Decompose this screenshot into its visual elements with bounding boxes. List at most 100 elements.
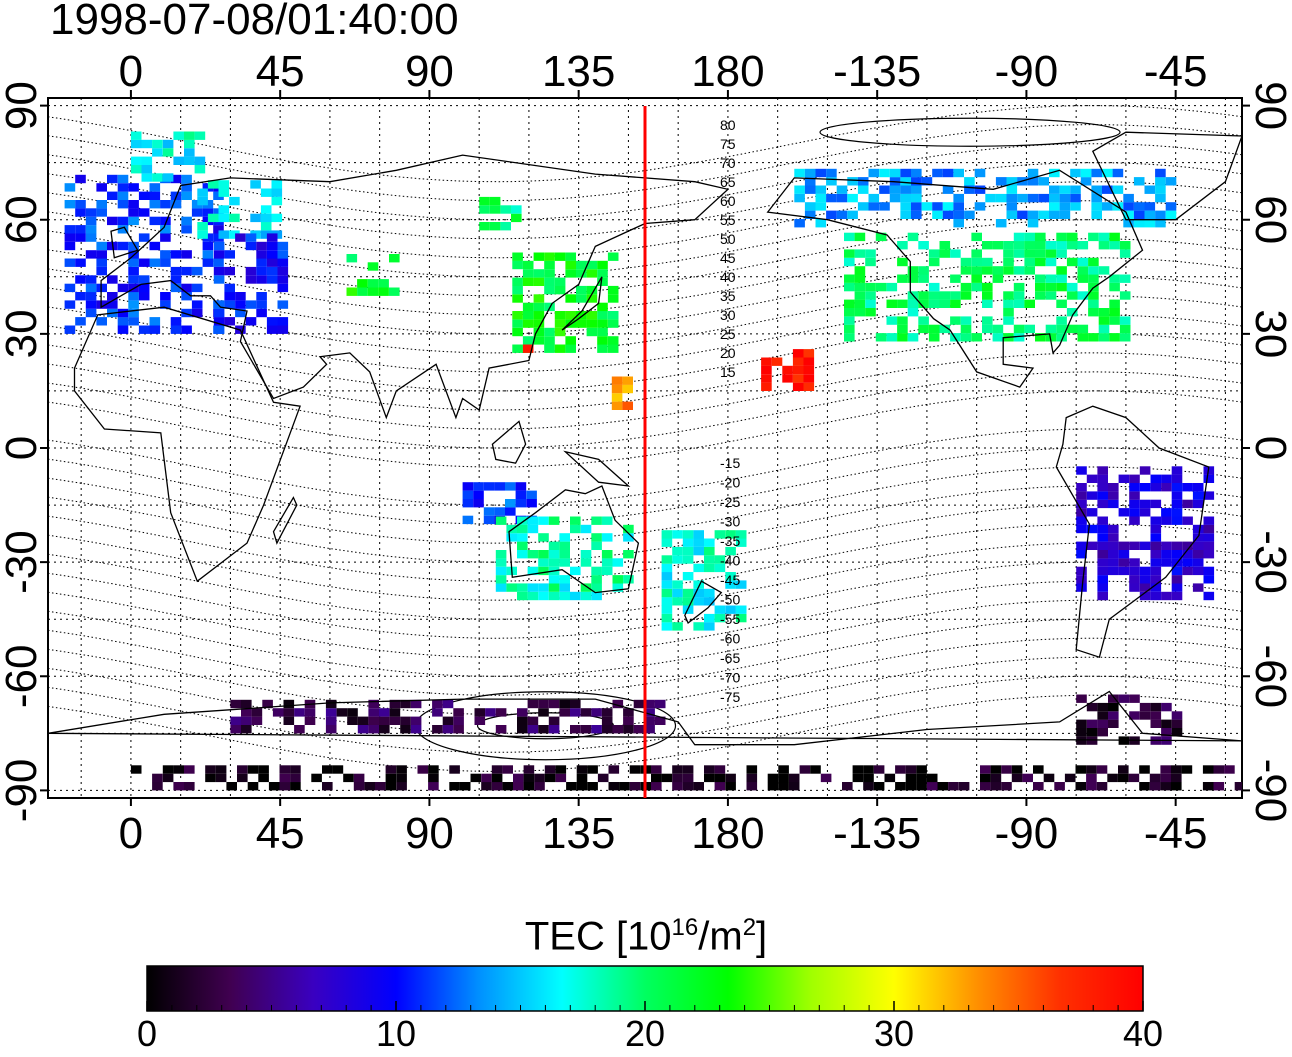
- tec-cell: [591, 591, 602, 601]
- tec-cell: [844, 333, 855, 342]
- tec-cell: [607, 336, 619, 345]
- tec-cell: [794, 193, 805, 203]
- tec-cell: [107, 292, 118, 301]
- tec-cell: [170, 266, 182, 276]
- tec-cell: [591, 708, 602, 717]
- tec-cell: [64, 258, 76, 267]
- tec-cell: [1097, 516, 1108, 525]
- tec-cell: [491, 773, 503, 783]
- tec-cell: [170, 325, 182, 334]
- tec-cell: [586, 311, 598, 320]
- tec-cell: [544, 285, 555, 295]
- tec-cell: [803, 374, 815, 383]
- tec-cell: [907, 299, 919, 308]
- tec-cell: [815, 168, 827, 178]
- tec-cell: [96, 241, 107, 251]
- tec-cell: [990, 782, 1002, 791]
- tec-cell: [884, 773, 896, 783]
- tec-cell: [865, 291, 876, 300]
- tec-cell: [911, 168, 922, 178]
- tec-cell: [533, 336, 545, 345]
- tec-cell: [1192, 558, 1204, 567]
- tec-cell: [1112, 168, 1124, 178]
- tec-cell: [971, 282, 982, 292]
- tec-cell: [778, 765, 789, 774]
- tec-cell: [1066, 257, 1078, 267]
- x-tick-label-bottom: 45: [256, 809, 305, 858]
- tec-cell: [173, 131, 184, 140]
- tec-cell: [1144, 219, 1156, 228]
- tec-cell: [1056, 282, 1067, 292]
- tec-cell: [517, 708, 528, 717]
- tec-cell: [1097, 575, 1108, 584]
- tec-cell: [396, 773, 407, 783]
- tec-cell: [213, 300, 225, 309]
- tec-cell: [75, 200, 86, 209]
- tec-cell: [184, 782, 195, 791]
- tec-cell: [75, 225, 86, 234]
- tec-cell: [782, 374, 793, 383]
- tec-cell: [1049, 185, 1060, 194]
- tec-cell: [533, 294, 545, 303]
- coastlines: [48, 131, 1242, 746]
- tec-cell: [576, 294, 587, 303]
- tec-cell: [1097, 566, 1108, 576]
- tec-cell: [107, 300, 118, 309]
- tec-cell: [138, 258, 150, 267]
- tec-cell: [964, 177, 975, 186]
- tec-cell: [85, 275, 97, 284]
- tec-cell: [623, 708, 634, 717]
- tec-cell: [992, 241, 1004, 250]
- tec-cell: [844, 308, 855, 317]
- tec-cell: [241, 699, 252, 709]
- tec-cell: [735, 538, 747, 547]
- tec-cell: [1139, 483, 1151, 492]
- tec-cell: [826, 210, 837, 219]
- tec-cell: [117, 174, 129, 184]
- tec-cell: [522, 269, 534, 278]
- tec-cell: [1108, 533, 1119, 542]
- colorbar-label-close: ]: [756, 914, 768, 959]
- x-tick-label-bottom: -90: [995, 809, 1059, 858]
- tec-cell: [704, 597, 715, 606]
- tec-cell: [725, 605, 736, 614]
- tec-cell: [820, 773, 832, 783]
- tec-cell: [470, 773, 482, 783]
- tec-cell: [290, 765, 301, 774]
- tec-cell: [325, 725, 337, 734]
- tec-cell: [601, 558, 613, 567]
- tec-cell: [693, 782, 704, 791]
- tec-cell: [1119, 324, 1131, 334]
- tec-cell: [939, 324, 951, 334]
- tec-cell: [907, 232, 919, 242]
- tec-cell: [682, 597, 694, 606]
- tec-cell: [512, 285, 523, 295]
- tec-cell: [939, 299, 951, 308]
- tec-cell: [907, 308, 919, 317]
- tec-cell: [347, 716, 358, 725]
- tec-cell: [506, 533, 517, 542]
- tec-cell: [844, 282, 855, 292]
- tec-cell: [928, 257, 940, 267]
- tec-cell: [385, 765, 397, 774]
- tec-cell: [1139, 499, 1151, 509]
- tec-cell: [1129, 499, 1140, 509]
- tec-cell: [1024, 241, 1035, 250]
- tec-cell: [1076, 516, 1087, 525]
- tec-cell: [75, 292, 86, 301]
- tec-cell: [241, 725, 252, 734]
- tec-cell: [607, 294, 619, 303]
- tec-cell: [389, 287, 400, 296]
- y-tick-label-left: -90: [0, 759, 46, 823]
- tec-cell: [266, 233, 278, 242]
- tec-cell: [149, 241, 161, 251]
- tec-cell: [1129, 474, 1140, 483]
- tec-cell: [1056, 274, 1067, 283]
- antarctica-coast: [48, 690, 1242, 746]
- tec-cell: [117, 308, 129, 318]
- tec-cell: [735, 605, 747, 614]
- tec-cell: [517, 583, 528, 592]
- tec-cell: [895, 782, 906, 791]
- tec-cell: [459, 782, 471, 791]
- tec-cell: [1150, 550, 1162, 559]
